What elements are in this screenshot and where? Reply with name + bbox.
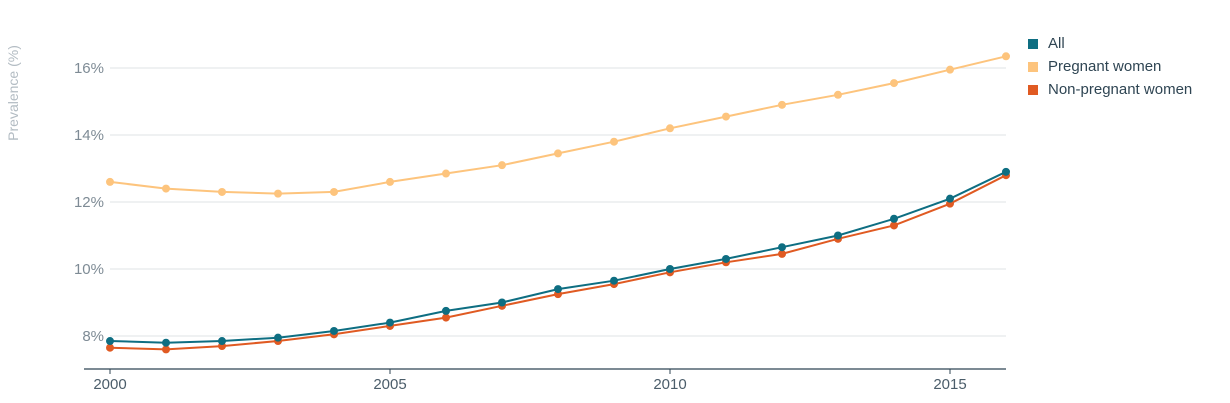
legend-item-all[interactable]: All	[1028, 32, 1192, 55]
x-tick-label: 2015	[933, 376, 966, 393]
data-point-pregnant-women[interactable]	[890, 79, 898, 88]
data-point-pregnant-women[interactable]	[106, 177, 114, 186]
y-axis-label: Prevalence (%)	[5, 45, 21, 141]
data-point-pregnant-women[interactable]	[554, 149, 562, 158]
data-point-pregnant-women[interactable]	[218, 187, 226, 196]
data-point-pregnant-women[interactable]	[442, 169, 450, 178]
data-point-all[interactable]	[498, 298, 506, 307]
data-point-pregnant-women[interactable]	[498, 161, 506, 170]
data-point-pregnant-women[interactable]	[666, 124, 674, 133]
data-point-non-pregnant-women[interactable]	[890, 221, 898, 230]
data-point-non-pregnant-women[interactable]	[778, 249, 786, 258]
legend-label-non-pregnant-women: Non-pregnant women	[1048, 81, 1193, 98]
legend-swatch-pregnant-women	[1028, 61, 1038, 72]
data-point-pregnant-women[interactable]	[1002, 52, 1010, 61]
data-point-non-pregnant-women[interactable]	[162, 345, 170, 354]
data-point-all[interactable]	[330, 326, 338, 335]
data-point-all[interactable]	[778, 243, 786, 252]
data-point-all[interactable]	[666, 265, 674, 273]
data-point-pregnant-women[interactable]	[386, 177, 394, 186]
x-tick-label: 2010	[653, 376, 686, 393]
legend-swatch-all	[1028, 38, 1038, 49]
legend-label-all: All	[1048, 35, 1065, 52]
data-point-pregnant-women[interactable]	[610, 137, 618, 146]
y-tick-label: 8%	[82, 328, 104, 345]
data-point-all[interactable]	[442, 306, 450, 315]
x-tick-label: 2005	[373, 376, 406, 393]
data-point-all[interactable]	[386, 318, 394, 327]
y-tick-label: 10%	[74, 261, 104, 278]
data-point-all[interactable]	[106, 337, 114, 346]
series-line-pregnant-women	[109, 55, 1007, 195]
data-point-pregnant-women[interactable]	[722, 112, 730, 121]
data-point-all[interactable]	[722, 254, 730, 263]
grid-lines	[110, 67, 1006, 337]
legend-item-pregnant-women[interactable]: Pregnant women	[1028, 55, 1192, 78]
legend-swatch-non-pregnant-women	[1028, 84, 1038, 95]
y-tick-label: 16%	[74, 60, 104, 77]
y-tick-label: 12%	[74, 194, 104, 211]
legend-label-pregnant-women: Pregnant women	[1048, 58, 1162, 75]
data-point-all[interactable]	[610, 276, 618, 285]
y-tick-label: 14%	[74, 127, 104, 144]
data-point-all[interactable]	[834, 231, 842, 240]
data-point-all[interactable]	[274, 333, 282, 342]
data-point-pregnant-women[interactable]	[274, 189, 282, 198]
data-point-all[interactable]	[162, 338, 170, 347]
data-point-pregnant-women[interactable]	[946, 65, 954, 74]
legend-item-non-pregnant-women[interactable]: Non-pregnant women	[1028, 78, 1192, 101]
data-point-pregnant-women[interactable]	[778, 100, 786, 109]
data-point-all[interactable]	[1002, 167, 1010, 176]
series-line-non-pregnant-women	[109, 174, 1007, 351]
series-group	[106, 52, 1010, 354]
data-point-non-pregnant-women[interactable]	[106, 343, 114, 352]
data-point-all[interactable]	[554, 285, 562, 294]
y-axis-ticks: 8% 10% 12% 14% 16%	[74, 60, 104, 345]
data-point-all[interactable]	[218, 337, 226, 346]
data-point-pregnant-women[interactable]	[330, 187, 338, 196]
data-point-pregnant-women[interactable]	[834, 90, 842, 99]
x-tick-label: 2000	[93, 376, 126, 393]
data-point-all[interactable]	[890, 214, 898, 223]
legend: All Pregnant women Non-pregnant women	[1028, 32, 1192, 101]
data-point-pregnant-women[interactable]	[162, 184, 170, 193]
data-point-all[interactable]	[946, 194, 954, 203]
data-point-non-pregnant-women[interactable]	[442, 313, 450, 322]
series-line-all	[109, 170, 1007, 344]
x-axis: 2000 2005 2010 2015	[84, 368, 1006, 393]
